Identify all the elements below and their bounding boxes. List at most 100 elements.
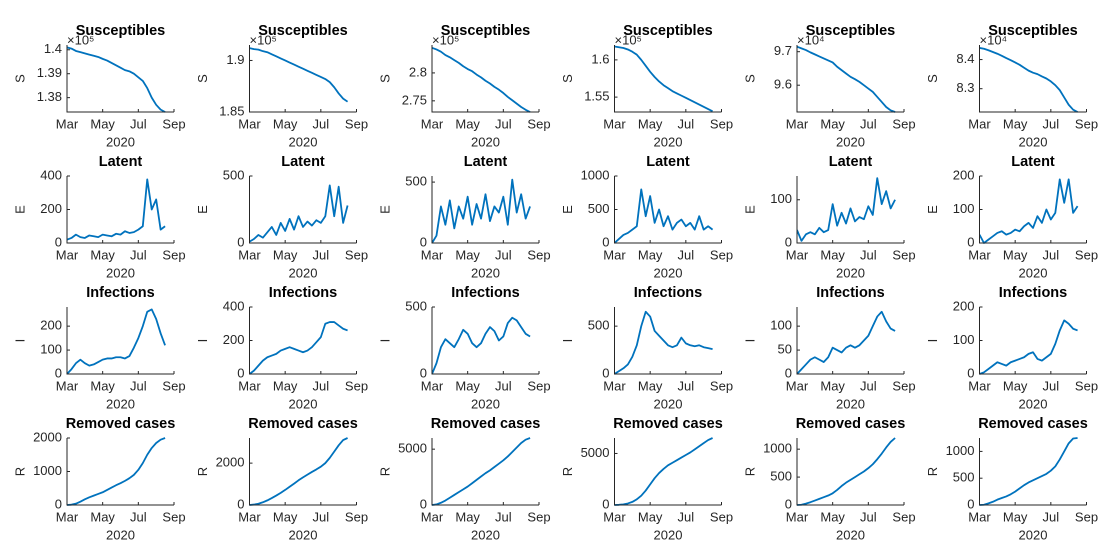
x-tick-label: May [1003,509,1028,524]
y-tick-label: 500 [405,174,427,189]
y-tick-label: 0 [55,234,62,249]
y-tick-label: 500 [405,298,427,313]
x-axis-label: 2020 [471,396,500,411]
y-tick-label: 1.9 [226,52,244,67]
panel-title: Susceptibles [806,23,895,39]
panel-title: Infections [634,285,702,301]
x-axis-label: 2020 [471,265,500,280]
y-tick-label: 200 [40,201,62,216]
panel-title: Latent [829,154,873,170]
y-tick-label: 0 [237,365,244,380]
x-tick-label: Jul [1043,116,1060,131]
data-line [432,316,531,375]
y-tick-label: 500 [770,469,792,484]
x-tick-label: Mar [603,116,626,131]
x-tick-label: Mar [786,378,809,393]
x-tick-label: Mar [968,247,991,262]
data-line [249,47,349,103]
y-axis-label: S [560,74,575,83]
axis-lines [979,307,1087,375]
y-tick-label: 0 [602,234,609,249]
x-tick-label: May [273,247,298,262]
y-tick-label: 100 [770,191,792,206]
panel-title: Removed cases [66,416,176,432]
data-line [67,46,166,113]
data-line [979,437,1078,506]
x-tick-label: Mar [421,509,444,524]
x-tick-label: Mar [56,509,79,524]
y-tick-label: 2000 [33,429,62,444]
x-tick-label: Mar [603,378,626,393]
x-tick-label: May [90,116,115,131]
y-tick-label: 500 [223,167,245,182]
data-line [432,178,531,244]
axis-lines [249,438,357,506]
x-tick-label: Mar [421,247,444,262]
x-tick-label: Jul [1043,509,1060,524]
data-line [67,308,166,375]
x-tick-label: Mar [603,509,626,524]
x-tick-label: Jul [130,247,147,262]
x-axis-label: 2020 [1019,396,1048,411]
y-tick-label: 200 [223,332,245,347]
x-axis-label: 2020 [289,134,318,149]
x-tick-label: Mar [56,247,79,262]
panel-title: Latent [464,154,508,170]
x-tick-label: Jul [678,247,695,262]
x-tick-label: Jul [130,116,147,131]
x-tick-label: Sep [1075,247,1098,262]
x-tick-label: May [1003,116,1028,131]
x-axis-label: 2020 [836,527,865,542]
x-axis-label: 2020 [106,134,135,149]
data-line [67,178,166,241]
y-tick-label: 0 [602,496,609,511]
panel-title: Latent [646,154,690,170]
x-axis-label: 2020 [471,527,500,542]
axis-lines [431,438,539,506]
y-axis-label: R [377,467,392,476]
axis-lines [249,45,357,113]
x-tick-label: Sep [162,378,185,393]
data-line [249,321,348,375]
panel-title: Susceptibles [988,23,1077,39]
y-tick-label: 0 [967,234,974,249]
x-axis-label: 2020 [1019,527,1048,542]
x-tick-label: Sep [345,509,368,524]
panel-title: Infections [86,285,154,301]
axis-lines [249,176,357,244]
data-line [614,188,714,244]
x-tick-label: Sep [892,247,915,262]
data-line [432,437,531,506]
y-axis-label: R [560,467,575,476]
x-tick-label: May [1003,247,1028,262]
x-tick-label: Jul [860,247,877,262]
y-tick-label: 5000 [398,441,427,456]
x-tick-label: Mar [238,378,261,393]
x-tick-label: Sep [162,509,185,524]
x-axis-label: 2020 [289,396,318,411]
x-tick-label: Sep [527,378,550,393]
y-exponent: ×10⁵ [615,32,642,47]
x-tick-label: Sep [710,509,733,524]
axis-lines [614,438,722,506]
panel-title: Infections [816,285,884,301]
x-tick-label: Sep [162,116,185,131]
data-line [249,437,348,506]
x-axis-label: 2020 [654,134,683,149]
y-axis-label: R [742,467,757,476]
y-axis-label: I [377,339,392,343]
panel-title: Susceptibles [76,23,165,39]
x-tick-label: Mar [786,509,809,524]
panel-title: Removed cases [796,416,906,432]
y-tick-label: 200 [953,298,975,313]
y-exponent: ×10⁴ [980,32,1008,47]
axis-lines [796,176,904,244]
x-axis-label: 2020 [654,527,683,542]
y-axis-label: S [742,74,757,83]
x-tick-label: Sep [527,509,550,524]
x-tick-label: Jul [495,116,512,131]
x-tick-label: May [638,509,663,524]
x-tick-label: Sep [1075,509,1098,524]
x-tick-label: Jul [1043,247,1060,262]
x-tick-label: Mar [56,378,79,393]
